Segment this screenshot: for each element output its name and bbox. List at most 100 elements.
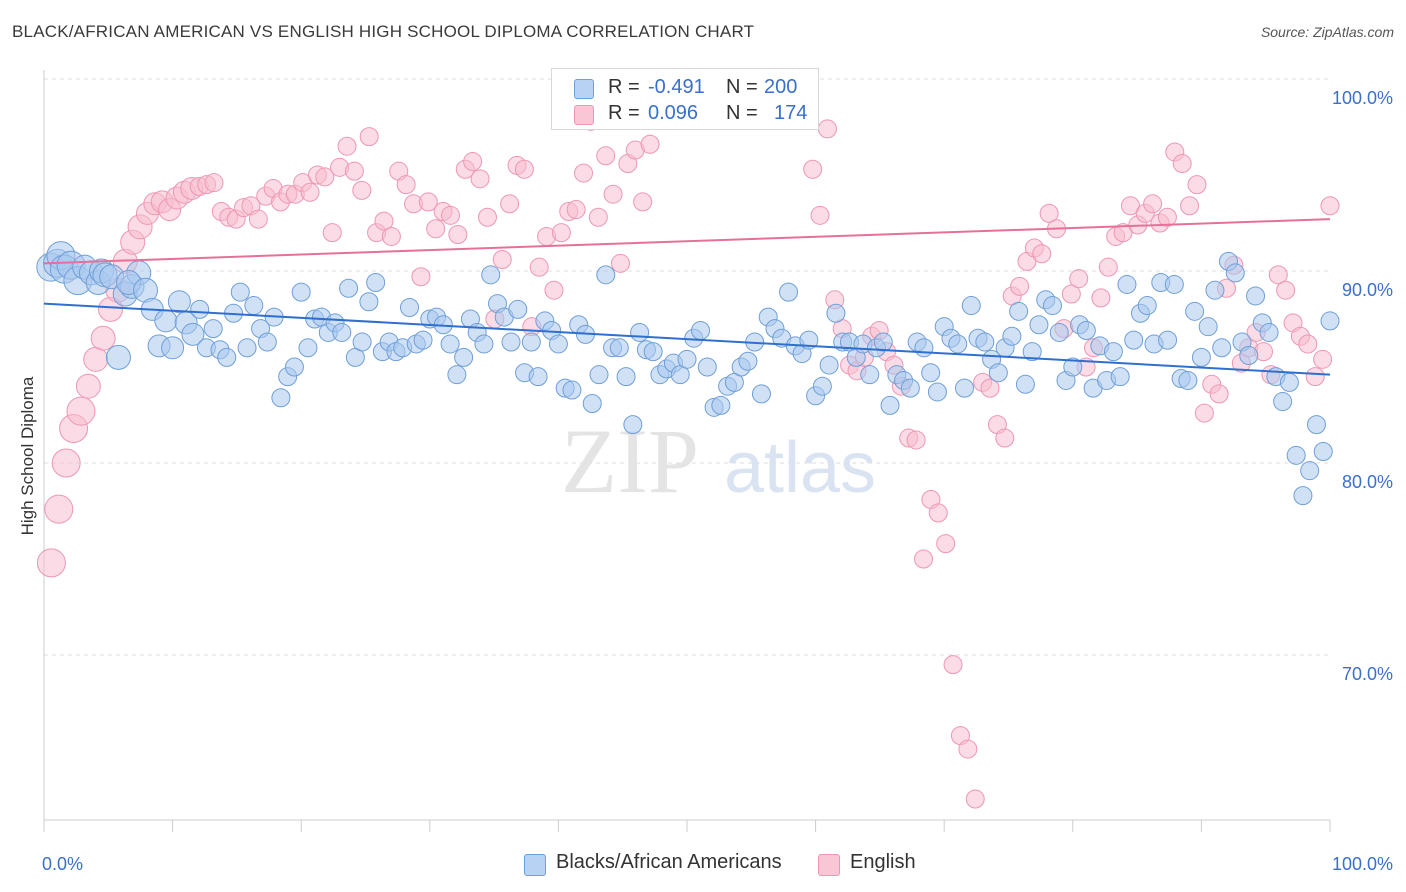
blacks-point [167,290,191,314]
english-point [914,549,934,569]
blacks-point [474,334,494,354]
english-point [440,205,460,225]
english-point [248,209,268,229]
bottom-legend-label: English [850,851,916,873]
blacks-point [596,265,616,285]
blacks-point [1198,317,1218,337]
english-point [1120,196,1140,216]
blacks-point [1009,301,1029,321]
english-point [1209,384,1229,404]
english-point [980,378,1000,398]
blacks-point [738,351,758,371]
english-point [995,428,1015,448]
blacks-point [1158,330,1178,350]
blacks-point [548,334,568,354]
axes [43,70,1331,832]
bottom-swatch-pink [818,854,840,876]
blacks-point [1117,274,1137,294]
y-tick-label: 80.0% [1342,472,1393,492]
english-point [1143,194,1163,214]
english-point [448,225,468,245]
blacks-point [1191,347,1211,367]
blacks-point [244,296,264,316]
blacks-point [230,282,250,302]
blacks-point [711,395,731,415]
english-point [36,548,66,578]
english-point [1157,207,1177,227]
blacks-point [1185,301,1205,321]
blacks-point [298,338,318,358]
english-point [1098,257,1118,277]
blacks-point [988,363,1008,383]
blacks-point [528,367,548,387]
blacks-point [691,321,711,341]
blacks-points [36,241,1340,506]
english-point [1039,203,1059,223]
blacks-point [1300,461,1320,481]
english-point [75,373,101,399]
y-tick-label: 100.0% [1332,88,1393,108]
blacks-point [217,347,237,367]
blacks-point [1063,357,1083,377]
watermark: ZIP atlas [561,410,876,512]
legend-row-english: R = 0.096 N = 174 [552,101,818,127]
english-point [1268,265,1288,285]
blacks-point [440,334,460,354]
blacks-point [359,292,379,312]
blacks-point [1076,321,1096,341]
blacks-point [1246,286,1266,306]
legend-n-label: N = [726,76,758,98]
blacks-point [1164,274,1184,294]
english-point [610,253,630,273]
blacks-trend-line [43,302,1331,376]
blacks-point [1259,322,1279,342]
english-point [352,180,372,200]
english-point [596,146,616,166]
english-point [958,739,978,759]
correlation-legend: R = -0.491 N = 200 R = 0.096 N = 174 [551,68,819,130]
english-point [1032,244,1052,264]
english-point [426,219,446,239]
source-label: Source: ZipAtlas.com [1260,24,1394,40]
english-point [1313,349,1333,369]
english-point [477,207,497,227]
english-point [1298,334,1318,354]
blacks-point [284,357,304,377]
english-point [418,192,438,212]
blacks-point [819,355,839,375]
blacks-point [812,376,832,396]
blacks-point [826,303,846,323]
blacks-point [161,336,185,360]
english-point [500,194,520,214]
english-point [936,534,956,554]
english-point [51,448,81,478]
english-point [381,226,401,246]
bottom-swatch-blue [524,854,546,876]
blacks-point [609,338,629,358]
blacks-point [961,296,981,316]
blacks-point [154,309,178,333]
blacks-point [257,332,277,352]
blacks-point [860,365,880,385]
blacks-point [1212,338,1232,358]
blacks-point [630,322,650,342]
blacks-point [508,299,528,319]
blacks-point [1306,415,1326,435]
blacks-point [914,338,934,358]
legend-r-label: R = [608,76,640,98]
english-point [1061,284,1081,304]
blacks-point [1029,315,1049,335]
blacks-point [481,265,501,285]
english-point [204,173,224,193]
blacks-point [643,342,663,362]
blacks-point [1103,342,1123,362]
blacks-point [1002,326,1022,346]
legend-n-label: N = [726,102,758,124]
english-point [83,346,109,372]
english-point [90,325,116,351]
blacks-point [873,332,893,352]
english-point [544,280,564,300]
y-tick-label: 70.0% [1342,664,1393,684]
english-point [1172,153,1192,173]
english-point [1276,280,1296,300]
